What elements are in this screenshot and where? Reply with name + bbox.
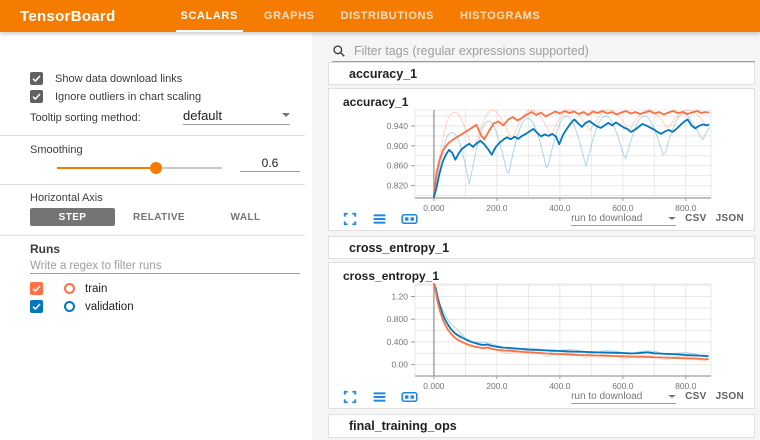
axis-step-button[interactable]: STEP xyxy=(30,208,115,226)
svg-text:200.0: 200.0 xyxy=(486,203,508,213)
filter-tags-searchbar[interactable]: Filter tags (regular expressions support… xyxy=(332,40,755,62)
run-train-label: train xyxy=(85,282,108,295)
download-controls: run to download CSV JSON xyxy=(571,389,744,404)
chevron-down-icon xyxy=(668,216,677,220)
log-scale-icon[interactable] xyxy=(372,212,389,226)
run-to-download-label: run to download xyxy=(571,390,643,402)
show-download-links-checkbox[interactable] xyxy=(30,72,43,85)
run-row-train: train xyxy=(30,282,107,295)
horizontal-axis-label: Horizontal Axis xyxy=(30,192,103,204)
check-icon xyxy=(32,93,41,101)
svg-text:0.000: 0.000 xyxy=(423,203,445,213)
chart-card-cross-entropy: cross_entropy_1 0.00 0.400 0.800 1.20 0.000 2… xyxy=(328,262,755,409)
log-scale-icon[interactable] xyxy=(372,390,389,404)
run-to-download-label: run to download xyxy=(571,212,643,224)
chevron-down-icon xyxy=(668,394,677,398)
tag-group-title: final_training_ops xyxy=(349,419,457,433)
show-download-links-row: Show data download links xyxy=(30,72,182,85)
smoothing-slider[interactable] xyxy=(57,162,222,174)
svg-text:0.900: 0.900 xyxy=(387,141,409,151)
tooltip-sorting-dropdown[interactable]: default xyxy=(183,106,290,125)
json-download-link[interactable]: JSON xyxy=(715,391,744,402)
fit-domain-icon[interactable] xyxy=(401,390,418,404)
csv-download-link[interactable]: CSV xyxy=(685,213,707,224)
tag-group-accuracy[interactable]: accuracy_1 xyxy=(328,62,755,85)
chart-card-accuracy: accuracy_1 0.820 0.860 0.900 0.940 0.000 200.… xyxy=(328,88,755,231)
svg-text:0.940: 0.940 xyxy=(387,121,409,131)
svg-text:800.0: 800.0 xyxy=(675,203,697,213)
run-row-validation: validation xyxy=(30,300,134,313)
svg-text:400.0: 400.0 xyxy=(549,203,571,213)
app-title: TensorBoard xyxy=(20,7,116,25)
runs-heading: Runs xyxy=(30,242,60,256)
run-train-color-swatch xyxy=(64,283,75,294)
svg-text:0.00: 0.00 xyxy=(391,360,408,370)
tag-group-title: accuracy_1 xyxy=(349,66,418,81)
sidebar: Show data download links Ignore outliers… xyxy=(0,32,312,440)
tab-distributions[interactable]: DISTRIBUTIONS xyxy=(340,10,434,22)
search-icon xyxy=(333,44,345,57)
tooltip-sorting-label: Tooltip sorting method: xyxy=(30,112,141,124)
tab-graphs[interactable]: GRAPHS xyxy=(263,10,315,22)
svg-text:400.0: 400.0 xyxy=(549,381,571,391)
svg-text:200.0: 200.0 xyxy=(486,381,508,391)
expand-chart-icon[interactable] xyxy=(343,212,360,226)
divider xyxy=(0,184,305,185)
run-to-download-select[interactable]: run to download xyxy=(571,211,677,226)
runs-filter-input[interactable]: Write a regex to filter runs xyxy=(30,258,300,274)
expand-chart-icon[interactable] xyxy=(343,390,360,404)
accuracy-line-chart[interactable]: 0.820 0.860 0.900 0.940 0.000 200.0 400.0 600.0… xyxy=(337,105,737,217)
svg-text:800.0: 800.0 xyxy=(675,381,697,391)
smoothing-label: Smoothing xyxy=(30,144,83,156)
json-download-link[interactable]: JSON xyxy=(715,213,744,224)
tag-group-final-training-ops[interactable]: final_training_ops xyxy=(328,414,755,438)
slider-fill xyxy=(57,167,156,169)
svg-text:0.800: 0.800 xyxy=(387,314,409,324)
main-content: Filter tags (regular expressions support… xyxy=(312,32,760,440)
tag-group-cross-entropy[interactable]: cross_entropy_1 xyxy=(328,236,755,259)
chart-toolbar: run to download CSV JSON xyxy=(343,211,744,226)
tooltip-sorting-value: default xyxy=(183,107,223,123)
run-validation-label: validation xyxy=(85,300,134,313)
ignore-outliers-checkbox[interactable] xyxy=(30,90,43,103)
filter-tags-placeholder: Filter tags (regular expressions support… xyxy=(354,43,589,58)
svg-text:0.820: 0.820 xyxy=(387,181,409,191)
chevron-down-icon xyxy=(282,113,290,117)
svg-text:0.400: 0.400 xyxy=(387,337,409,347)
chart-title: accuracy_1 xyxy=(343,95,409,109)
ignore-outliers-row: Ignore outliers in chart scaling xyxy=(30,90,201,103)
fit-domain-icon[interactable] xyxy=(401,212,418,226)
svg-text:600.0: 600.0 xyxy=(612,381,634,391)
show-download-links-label: Show data download links xyxy=(55,72,183,85)
tab-bar: SCALARS GRAPHS DISTRIBUTIONS HISTOGRAMS xyxy=(168,0,554,32)
download-controls: run to download CSV JSON xyxy=(571,211,744,226)
run-to-download-select[interactable]: run to download xyxy=(571,389,677,404)
check-icon xyxy=(32,303,41,311)
run-validation-checkbox[interactable] xyxy=(30,300,43,313)
cross-entropy-line-chart[interactable]: 0.00 0.400 0.800 1.20 0.000 200.0 400.0 600.0 80… xyxy=(337,279,737,395)
svg-text:0.860: 0.860 xyxy=(387,161,409,171)
axis-wall-button[interactable]: WALL xyxy=(230,211,261,223)
divider xyxy=(0,235,305,236)
svg-text:600.0: 600.0 xyxy=(612,203,634,213)
csv-download-link[interactable]: CSV xyxy=(685,391,707,402)
tab-scalars[interactable]: SCALARS xyxy=(168,0,251,32)
divider xyxy=(0,135,305,136)
run-validation-color-swatch xyxy=(64,301,75,312)
smoothing-value-field[interactable]: 0.6 xyxy=(240,154,300,172)
ignore-outliers-label: Ignore outliers in chart scaling xyxy=(55,90,202,103)
axis-relative-button[interactable]: RELATIVE xyxy=(133,211,185,223)
topbar: TensorBoard SCALARS GRAPHS DISTRIBUTIONS… xyxy=(0,0,760,32)
chart-title: cross_entropy_1 xyxy=(343,269,440,283)
check-icon xyxy=(32,75,41,83)
tab-histograms[interactable]: HISTOGRAMS xyxy=(459,10,541,22)
svg-text:1.20: 1.20 xyxy=(391,291,408,301)
run-train-checkbox[interactable] xyxy=(30,282,43,295)
check-icon xyxy=(32,285,41,293)
chart-toolbar: run to download CSV JSON xyxy=(343,389,744,404)
tag-group-title: cross_entropy_1 xyxy=(349,240,450,255)
svg-text:0.000: 0.000 xyxy=(423,381,445,391)
slider-thumb[interactable] xyxy=(150,162,162,174)
